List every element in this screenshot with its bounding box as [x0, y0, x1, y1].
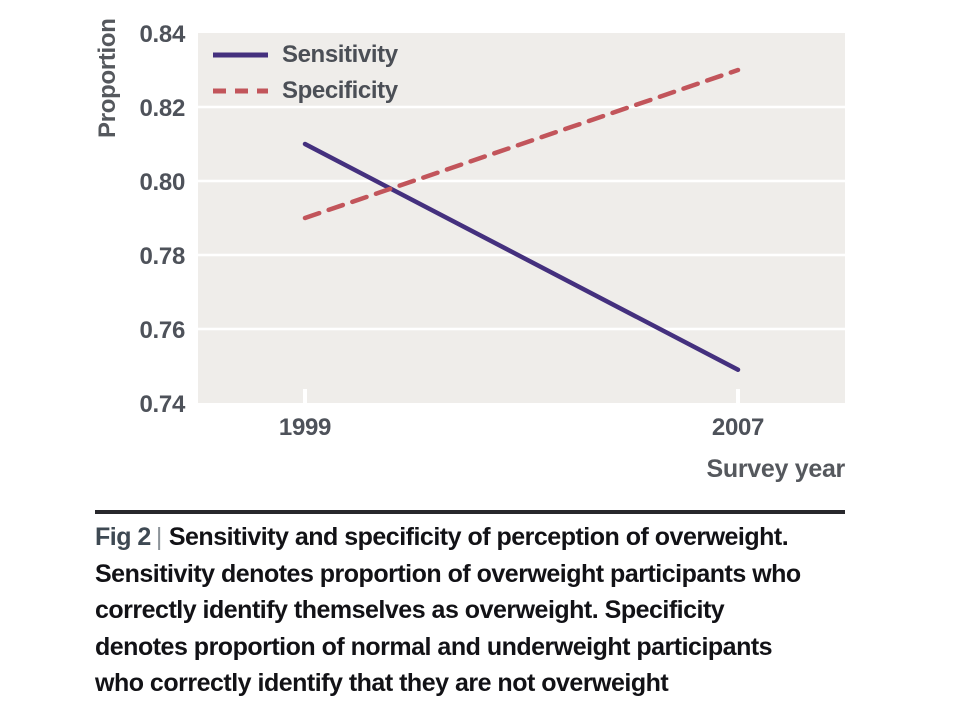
legend: Sensitivity Specificity [212, 39, 398, 107]
caption-line: denotes proportion of normal and underwe… [95, 632, 773, 661]
series-line-specificity [302, 67, 741, 221]
y-tick-label: 0.76 [139, 317, 185, 344]
x-axis-label: Survey year [706, 455, 846, 483]
legend-item-sensitivity: Sensitivity [212, 39, 398, 71]
y-tick-label: 0.84 [139, 21, 185, 48]
x-tick-label: 1999 [279, 414, 331, 441]
caption-text: Sensitivity and specificity of perceptio… [168, 523, 789, 551]
caption-rule [95, 510, 845, 514]
caption-line: correctly identify themselves as overwei… [95, 596, 725, 624]
series-line-sensitivity [302, 141, 741, 372]
y-tick-label: 0.74 [139, 391, 185, 418]
y-tick-label: 0.80 [139, 169, 185, 196]
y-tick-label: 0.78 [139, 243, 185, 270]
line-chart: 0.74 0.76 0.78 0.80 0.82 0.84 1999 2007 [139, 21, 845, 441]
caption-line: Fig 2 | Sensitivity and specificity of per… [95, 519, 855, 556]
caption-line: who correctly identify that they are not… [95, 669, 669, 697]
x-tick-label: 2007 [712, 414, 764, 441]
legend-label-sensitivity: Sensitivity [282, 41, 398, 68]
figure-caption: Fig 2 | Sensitivity and specificity of per… [95, 519, 855, 702]
sensitivity-line-icon [213, 52, 268, 58]
caption-line: Sensitivity denotes proportion of overwe… [95, 559, 801, 588]
caption-separator: | [155, 523, 163, 551]
specificity-dashed-line-icon [213, 88, 268, 94]
legend-label-specificity: Specificity [282, 77, 398, 104]
legend-item-specificity: Specificity [212, 75, 398, 107]
caption-fig-label: Fig 2 [95, 523, 151, 551]
y-tick-label: 0.82 [139, 95, 185, 122]
